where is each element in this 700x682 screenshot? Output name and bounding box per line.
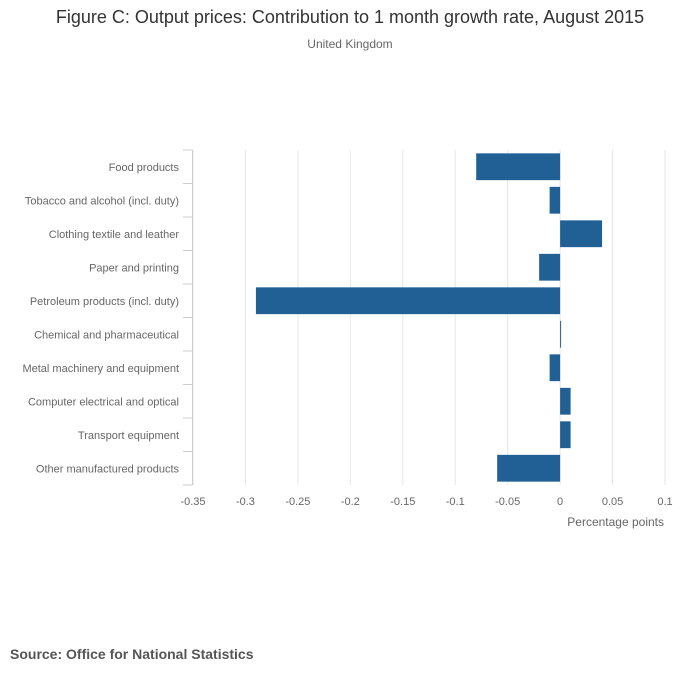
x-tick-label: 0.05: [602, 496, 623, 508]
bar[interactable]: [539, 253, 561, 281]
grid-lines: [192, 150, 666, 485]
bars: [255, 153, 603, 482]
x-tick-label: -0.3: [236, 496, 255, 508]
category-label: Paper and printing: [89, 262, 179, 274]
category-label: Clothing textile and leather: [49, 229, 180, 241]
x-tick-label: 0.1: [657, 496, 672, 508]
category-label: Tobacco and alcohol (incl. duty): [25, 195, 179, 207]
bar[interactable]: [560, 220, 603, 248]
category-axis: [183, 149, 193, 486]
chart-subtitle: United Kingdom: [307, 37, 393, 51]
bar[interactable]: [560, 387, 571, 415]
bar[interactable]: [497, 454, 561, 482]
category-labels: Food products Tobacco and alcohol (incl. …: [22, 162, 179, 476]
x-tick-label: 0: [557, 496, 563, 508]
category-label: Transport equipment: [78, 430, 179, 442]
x-tick-label: -0.2: [341, 496, 360, 508]
category-label: Metal machinery and equipment: [22, 363, 179, 375]
x-tick-label: -0.25: [285, 496, 310, 508]
source-note: Source: Office for National Statistics: [10, 646, 254, 662]
bar[interactable]: [549, 354, 561, 382]
chart-title: Figure C: Output prices: Contribution to…: [55, 7, 645, 27]
x-tick-labels: -0.35 -0.3 -0.25 -0.2 -0.15 -0.1 -0.05 0 0.05 0.1: [180, 496, 672, 508]
bar[interactable]: [560, 421, 571, 449]
bar-chart: Food products Tobacco and alcohol (incl. …: [22, 149, 673, 529]
x-tick-label: -0.1: [446, 496, 465, 508]
category-label: Computer electrical and optical: [28, 396, 179, 408]
category-label: Petroleum products (incl. duty): [30, 296, 179, 308]
x-axis-title: Percentage points: [567, 515, 664, 529]
x-tick-label: -0.15: [390, 496, 415, 508]
category-label: Chemical and pharmaceutical: [34, 329, 179, 341]
x-tick-label: -0.05: [495, 496, 520, 508]
x-tick-label: -0.35: [180, 496, 205, 508]
bar[interactable]: [476, 153, 561, 181]
bar[interactable]: [560, 320, 562, 348]
category-label: Other manufactured products: [36, 463, 180, 475]
category-label: Food products: [109, 162, 180, 174]
bar[interactable]: [255, 287, 561, 315]
bar[interactable]: [549, 186, 561, 214]
